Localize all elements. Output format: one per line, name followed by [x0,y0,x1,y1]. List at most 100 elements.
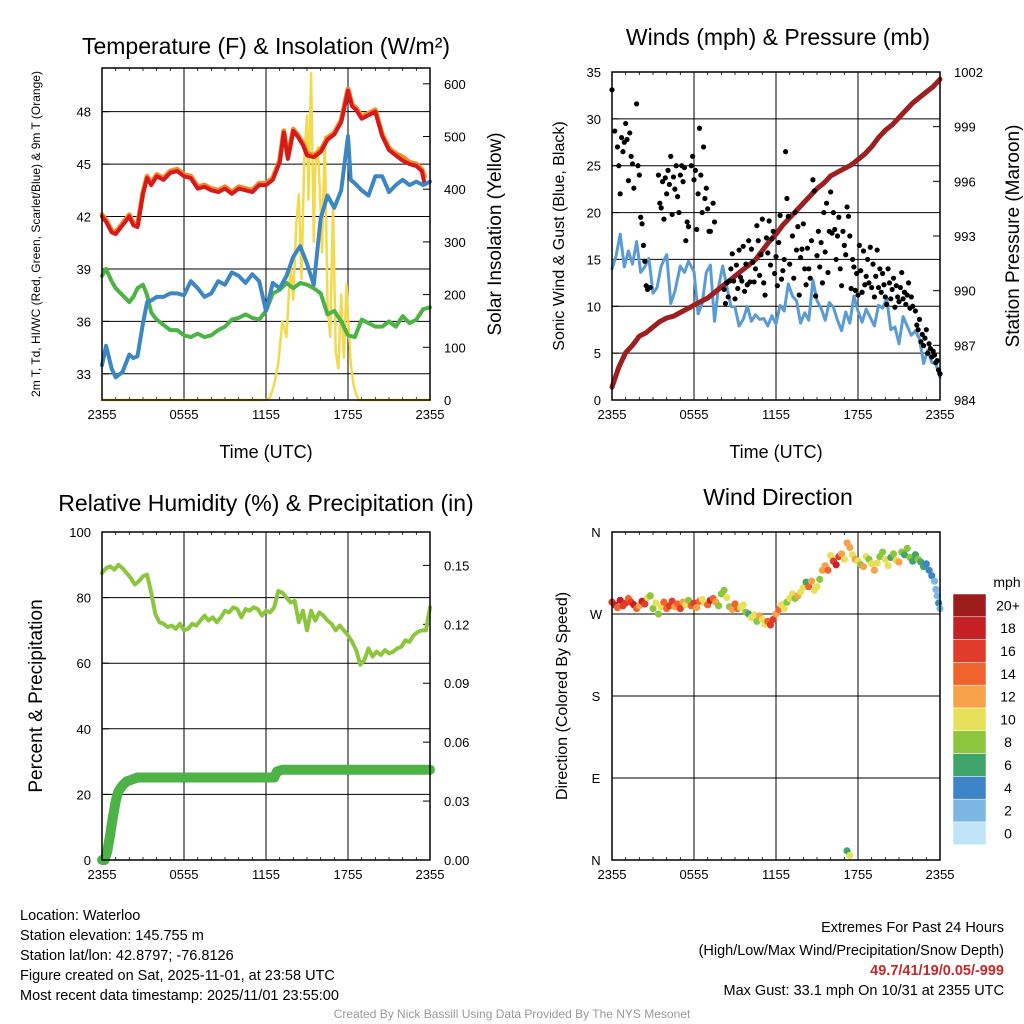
gust-point [798,254,804,261]
rh-ytick-right-label: 0.15 [444,558,469,573]
wind-direction-point [932,585,940,594]
gust-point [767,262,774,268]
gust-point [925,350,931,356]
wdir-ytick-label: S [592,689,601,704]
gust-point [655,172,662,178]
gust-point [707,228,714,234]
gust-point [763,235,770,241]
gust-point [751,279,757,285]
gust-point [802,266,808,272]
gust-point [684,219,690,225]
gust-point [881,282,887,288]
wdir-ytick-label: E [592,771,601,786]
extremes-title: Extremes For Past 24 Hours [821,920,1004,936]
wind-direction-point [646,592,654,600]
rh-ytick-label: 20 [77,787,91,802]
gust-point [836,214,842,220]
wdir-ytick-label: N [591,525,600,540]
gust-point [634,101,640,107]
gust-point [784,195,790,202]
gust-point [814,253,820,259]
wind-direction-point [930,577,939,585]
temp-ytick-label: 36 [77,314,91,329]
gust-point [664,191,670,197]
gust-point [871,294,878,300]
temp-border [101,67,431,401]
gust-point [886,280,893,286]
temp-xtick-label: 2355 [88,407,117,422]
wind-direction-point [816,575,824,583]
wind-direction-point [739,601,747,609]
credit-text: Created By Nick Bassill Using Data Provi… [333,1007,691,1021]
gust-point [722,300,729,307]
colorbar-swatch [952,593,987,618]
gust-point [640,242,647,248]
wind-direction-point [720,586,728,594]
gust-point [726,278,733,284]
gust-point [620,149,626,155]
gust-point [808,238,815,244]
winds-ytick-right-label: 999 [954,120,976,135]
gust-point [635,163,641,169]
wind-direction-point [903,544,911,553]
gust-point [889,286,895,293]
temp-ytick-right-label: 600 [444,77,466,92]
wind-direction-point [652,599,660,607]
gust-point [754,223,760,229]
winds-xtick-label: 1755 [844,407,873,422]
wind-direction-point [649,604,657,613]
winds-xtick-label: 0555 [680,407,709,422]
gust-point [758,252,764,258]
gust-point [750,259,756,265]
wind-direction-point [868,560,876,568]
wind-direction-point [641,600,649,608]
wind-direction-point [928,572,936,580]
sonic-wind-line [610,232,942,379]
gust-point [614,144,621,150]
colorbar-label: 0 [1004,825,1012,841]
gust-point [900,296,906,302]
colorbar-swatch [952,730,987,754]
wind-direction-point [832,561,840,569]
gust-point [818,239,824,246]
wind-direction-point [693,604,701,612]
gust-point [774,283,780,289]
gust-point [843,252,849,258]
gust-point [725,294,731,300]
gust-point [848,285,854,292]
gust-point [890,275,897,281]
rh-border [101,531,431,861]
gust-point [659,179,666,185]
gust-point [869,284,875,291]
gust-point [694,226,700,233]
created-text: Figure created on Sat, 2025-11-01, at 23… [20,968,335,984]
gust-point [703,185,709,191]
gust-point [833,256,839,263]
gust-point [795,224,801,230]
colorbar-swatch [952,707,987,732]
gust-point [683,238,689,244]
winds-ytick-right-label: 984 [954,393,976,408]
winds-ylabel-right: Station Pressure (Maroon) [1003,125,1024,348]
gust-point [702,195,708,202]
wind-direction-point [824,566,832,574]
gust-point [791,275,797,281]
gust-point [821,209,827,216]
gust-point [856,242,862,248]
gust-point [811,188,817,194]
gust-point [676,209,682,216]
gust-point [799,246,805,252]
winds-ytick-label: 15 [587,252,601,267]
gust-point [918,339,924,345]
colorbar-swatch [952,639,987,663]
gust-point [692,167,698,173]
gust-point [776,239,782,246]
wind-direction-point [922,560,930,568]
extremes-panel: Extremes For Past 24 Hours (High/Low/Max… [699,918,1004,1001]
gust-point [813,293,819,299]
gust-point [743,261,749,267]
wind-direction-point [668,597,676,605]
colorbar-label: 18 [1000,620,1016,636]
rh-xtick-label: 0555 [170,867,199,882]
